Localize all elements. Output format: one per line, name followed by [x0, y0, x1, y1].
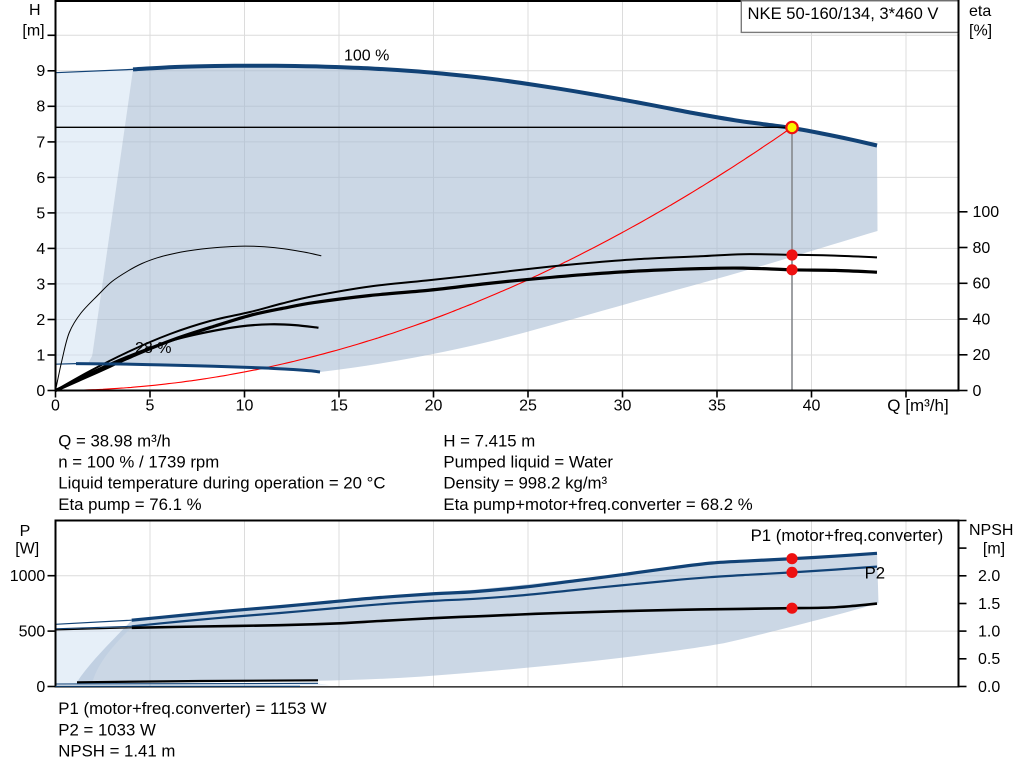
svg-text:P: P: [20, 523, 31, 540]
svg-text:Eta pump+motor+freq.converter: Eta pump+motor+freq.converter = 68.2 %: [443, 495, 752, 514]
svg-text:0: 0: [36, 383, 45, 400]
svg-text:500: 500: [19, 624, 46, 641]
svg-text:0: 0: [51, 397, 60, 414]
svg-text:Pumped liquid = Water: Pumped liquid = Water: [443, 453, 613, 472]
svg-text:NKE 50-160/134, 3*460 V: NKE 50-160/134, 3*460 V: [748, 4, 939, 23]
svg-text:6: 6: [36, 170, 45, 187]
svg-text:1000: 1000: [10, 568, 46, 585]
svg-text:4: 4: [36, 241, 45, 258]
svg-text:0.5: 0.5: [978, 651, 1000, 668]
svg-text:1.5: 1.5: [978, 596, 1000, 613]
svg-text:3: 3: [36, 276, 45, 293]
svg-text:2: 2: [36, 312, 45, 329]
svg-text:80: 80: [973, 240, 991, 257]
svg-text:0: 0: [36, 679, 45, 696]
svg-text:H: H: [29, 2, 41, 19]
svg-text:P2: P2: [865, 564, 886, 583]
svg-text:20: 20: [425, 397, 443, 414]
svg-text:[m]: [m]: [983, 541, 1005, 558]
svg-text:P1 (motor+freq.converter): P1 (motor+freq.converter): [751, 526, 944, 545]
svg-text:30: 30: [614, 397, 632, 414]
svg-text:[%]: [%]: [969, 23, 992, 40]
svg-text:NPSH: NPSH: [969, 522, 1013, 539]
svg-text:1.0: 1.0: [978, 624, 1000, 641]
svg-text:20: 20: [973, 347, 991, 364]
svg-text:n = 100 % / 1739 rpm: n = 100 % / 1739 rpm: [58, 453, 219, 472]
svg-text:NPSH = 1.41 m: NPSH = 1.41 m: [58, 742, 175, 761]
svg-text:P2 = 1033 W: P2 = 1033 W: [58, 720, 156, 739]
svg-text:0: 0: [973, 383, 982, 400]
svg-text:28 %: 28 %: [135, 340, 171, 357]
svg-text:10: 10: [236, 397, 254, 414]
svg-text:40: 40: [973, 311, 991, 328]
svg-text:35: 35: [708, 397, 726, 414]
svg-text:9: 9: [36, 63, 45, 80]
svg-text:60: 60: [973, 276, 991, 293]
svg-text:Q = 38.98 m³/h: Q = 38.98 m³/h: [58, 431, 170, 450]
svg-text:100: 100: [973, 204, 1000, 221]
svg-text:5: 5: [36, 205, 45, 222]
svg-text:100 %: 100 %: [344, 48, 389, 65]
svg-text:25: 25: [519, 397, 537, 414]
svg-text:1: 1: [36, 347, 45, 364]
svg-text:P1 (motor+freq.converter) = 11: P1 (motor+freq.converter) = 1153 W: [58, 699, 326, 718]
svg-text:40: 40: [803, 397, 821, 414]
svg-text:2.0: 2.0: [978, 568, 1000, 585]
svg-text:Density = 998.2 kg/m³: Density = 998.2 kg/m³: [443, 474, 607, 493]
svg-text:[m]: [m]: [22, 22, 44, 39]
svg-text:Eta pump = 76.1 %: Eta pump = 76.1 %: [58, 495, 201, 514]
svg-text:Liquid temperature during oper: Liquid temperature during operation = 20…: [58, 474, 385, 493]
svg-text:7: 7: [36, 134, 45, 151]
svg-text:15: 15: [330, 397, 348, 414]
svg-text:[W]: [W]: [15, 541, 39, 558]
svg-text:5: 5: [146, 397, 155, 414]
svg-text:eta: eta: [969, 3, 991, 20]
svg-text:0.0: 0.0: [978, 679, 1000, 696]
svg-text:H = 7.415 m: H = 7.415 m: [443, 431, 535, 450]
svg-text:Q [m³/h]: Q [m³/h]: [887, 396, 948, 415]
svg-text:8: 8: [36, 99, 45, 116]
